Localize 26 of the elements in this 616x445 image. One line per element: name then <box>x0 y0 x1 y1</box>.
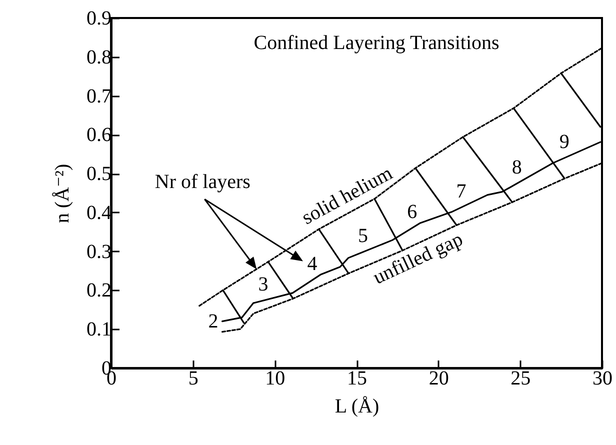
y-tick-label: 0.8 <box>86 46 112 68</box>
annotation: Nr of layers <box>154 171 251 194</box>
y-tick-label: 0.7 <box>86 85 112 108</box>
annotation: 3 <box>258 273 268 296</box>
x-tick-label: 15 <box>347 368 367 390</box>
text: Confined Layering Transitions <box>254 32 500 54</box>
x-tick-label: 10 <box>265 368 286 390</box>
y-tick-label: 0.2 <box>86 280 112 302</box>
x-axis-title: L (Å) <box>334 396 380 418</box>
y-tick-label: 0.5 <box>86 163 112 186</box>
y-tick-label: 0.9 <box>86 8 112 30</box>
x-tick-label: 20 <box>428 368 449 390</box>
y-tick-label: 0.1 <box>86 318 112 341</box>
x-tick-label: 25 <box>510 368 531 390</box>
x-tick-label: 5 <box>188 368 198 390</box>
y-axis-title: n (Å⁻²) <box>52 164 74 224</box>
annotation: 7 <box>456 180 466 202</box>
annotation: 8 <box>512 156 522 179</box>
annotation: 2 <box>208 310 218 332</box>
annotation: 6 <box>407 201 418 223</box>
y-tick-label: 0.3 <box>86 240 112 263</box>
annotation: 4 <box>307 253 318 276</box>
x-tick-label: 30 <box>592 368 612 390</box>
y-tick-label: 0.6 <box>86 124 112 146</box>
annotation: 9 <box>559 131 570 153</box>
y-tick-label: 0.4 <box>86 202 112 224</box>
